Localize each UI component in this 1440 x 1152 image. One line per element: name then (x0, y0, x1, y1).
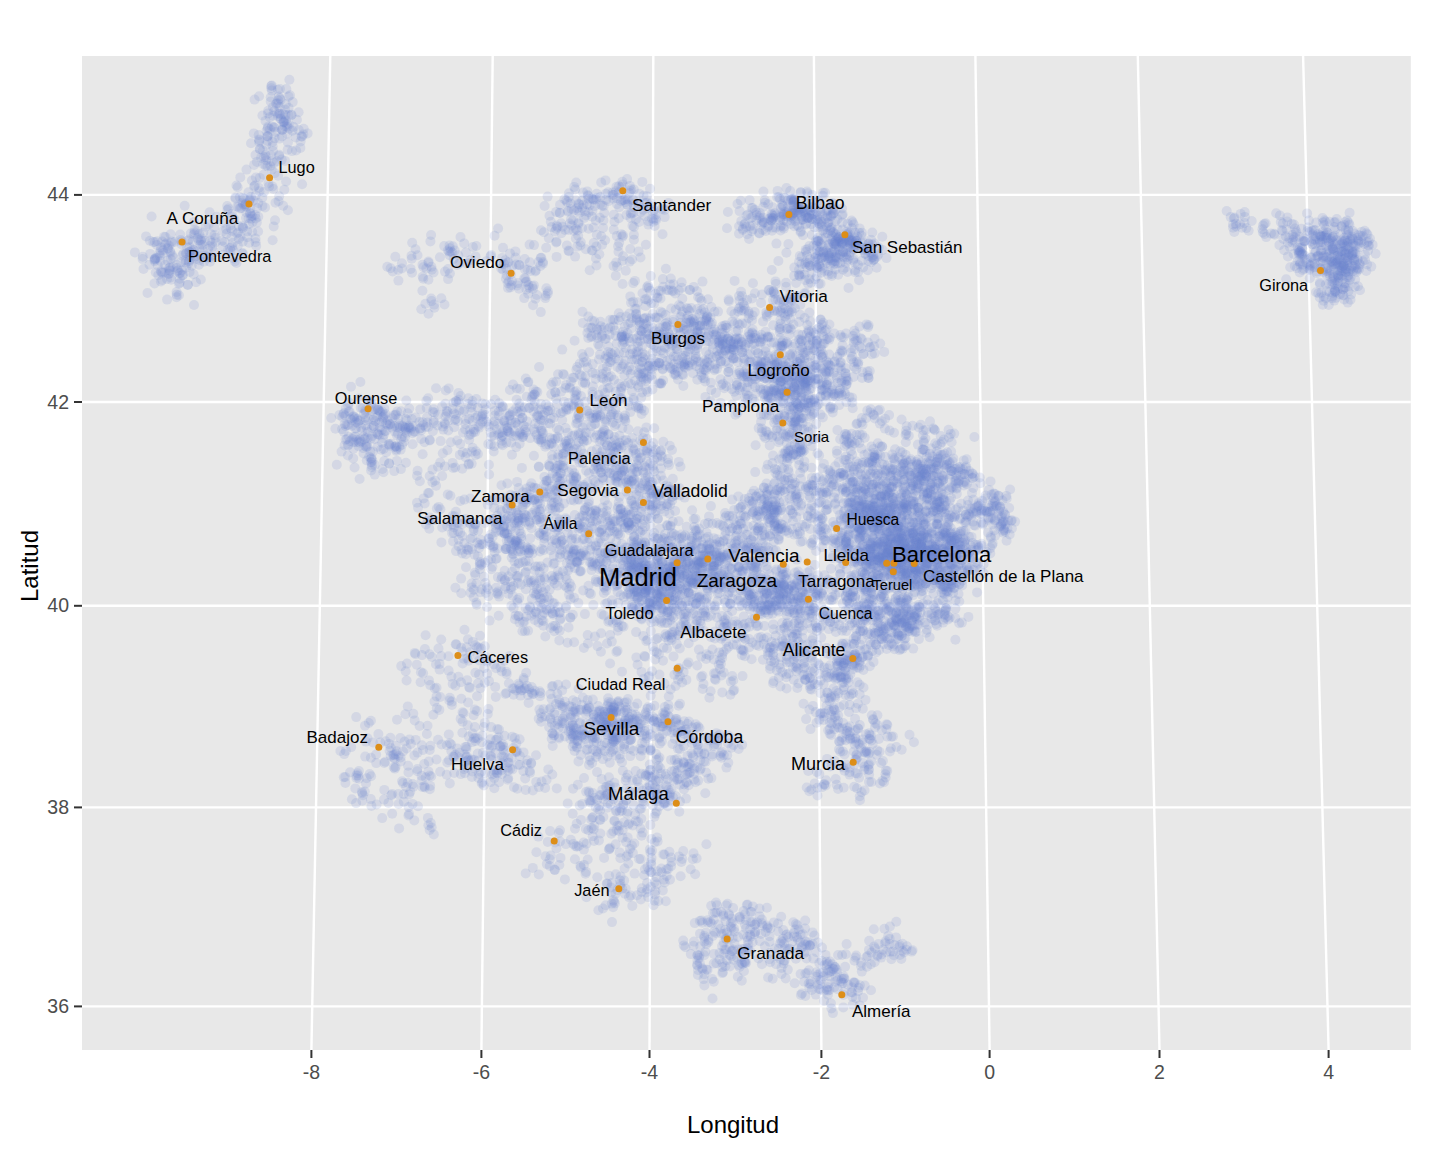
svg-text:4: 4 (1323, 1061, 1334, 1083)
svg-text:Zaragoza: Zaragoza (697, 570, 778, 591)
svg-text:Santander: Santander (632, 195, 712, 215)
svg-text:Barcelona: Barcelona (892, 542, 992, 567)
svg-text:Soria: Soria (794, 428, 830, 445)
svg-text:Oviedo: Oviedo (450, 252, 504, 272)
svg-text:Granada: Granada (737, 943, 804, 963)
svg-text:Ávila: Ávila (544, 514, 578, 532)
svg-text:Sevilla: Sevilla (583, 718, 639, 739)
svg-text:Lugo: Lugo (279, 158, 315, 176)
svg-text:Málaga: Málaga (608, 783, 669, 804)
svg-text:San Sebastián: San Sebastián (852, 238, 963, 257)
svg-text:Bilbao: Bilbao (796, 193, 845, 213)
svg-text:Palencia: Palencia (568, 449, 631, 467)
svg-text:Córdoba: Córdoba (676, 727, 744, 747)
svg-text:Badajoz: Badajoz (307, 728, 368, 747)
svg-text:Tarragona: Tarragona (798, 572, 875, 591)
svg-text:Jaén: Jaén (574, 881, 609, 899)
svg-text:Burgos: Burgos (651, 329, 705, 348)
svg-text:Cáceres: Cáceres (467, 648, 528, 666)
svg-text:-8: -8 (303, 1061, 320, 1083)
svg-text:Murcia: Murcia (791, 754, 846, 774)
svg-text:Zamora: Zamora (471, 487, 530, 506)
svg-text:Girona: Girona (1259, 276, 1309, 294)
svg-text:Ciudad Real: Ciudad Real (576, 675, 666, 693)
svg-text:Huesca: Huesca (846, 511, 899, 528)
svg-text:Pamplona: Pamplona (702, 396, 780, 416)
svg-text:Lleida: Lleida (824, 546, 870, 565)
svg-text:Teruel: Teruel (873, 577, 913, 593)
svg-text:Logroño: Logroño (747, 361, 809, 380)
svg-text:Valencia: Valencia (728, 545, 800, 566)
svg-text:Cádiz: Cádiz (500, 821, 542, 839)
svg-text:Albacete: Albacete (680, 623, 746, 642)
svg-text:Alicante: Alicante (783, 640, 846, 660)
svg-text:Vitoria: Vitoria (779, 286, 828, 306)
svg-text:Pontevedra: Pontevedra (188, 247, 272, 265)
svg-text:40: 40 (47, 594, 69, 616)
svg-text:-4: -4 (641, 1061, 658, 1083)
svg-text:Toledo: Toledo (606, 604, 654, 622)
svg-text:Madrid: Madrid (599, 563, 677, 591)
svg-text:Guadalajara: Guadalajara (605, 541, 695, 559)
svg-text:0: 0 (984, 1061, 995, 1083)
svg-text:Latitud: Latitud (16, 530, 43, 602)
svg-text:-6: -6 (473, 1061, 490, 1083)
svg-text:Salamanca: Salamanca (417, 509, 503, 528)
svg-text:36: 36 (47, 995, 69, 1017)
svg-text:Valladolid: Valladolid (653, 481, 728, 501)
svg-text:Almería: Almería (852, 1002, 911, 1021)
svg-text:44: 44 (47, 183, 69, 205)
svg-text:Longitud: Longitud (687, 1111, 779, 1138)
svg-text:Castellón de la Plana: Castellón de la Plana (923, 567, 1084, 586)
svg-text:Cuenca: Cuenca (819, 605, 873, 622)
svg-text:León: León (590, 391, 628, 410)
svg-text:-2: -2 (813, 1061, 830, 1083)
svg-text:A Coruña: A Coruña (167, 208, 239, 228)
svg-text:38: 38 (47, 796, 69, 818)
svg-text:Ourense: Ourense (335, 389, 397, 407)
svg-text:2: 2 (1154, 1061, 1165, 1083)
svg-text:Segovia: Segovia (557, 481, 619, 500)
svg-text:Huelva: Huelva (451, 755, 504, 774)
svg-text:42: 42 (47, 391, 69, 413)
